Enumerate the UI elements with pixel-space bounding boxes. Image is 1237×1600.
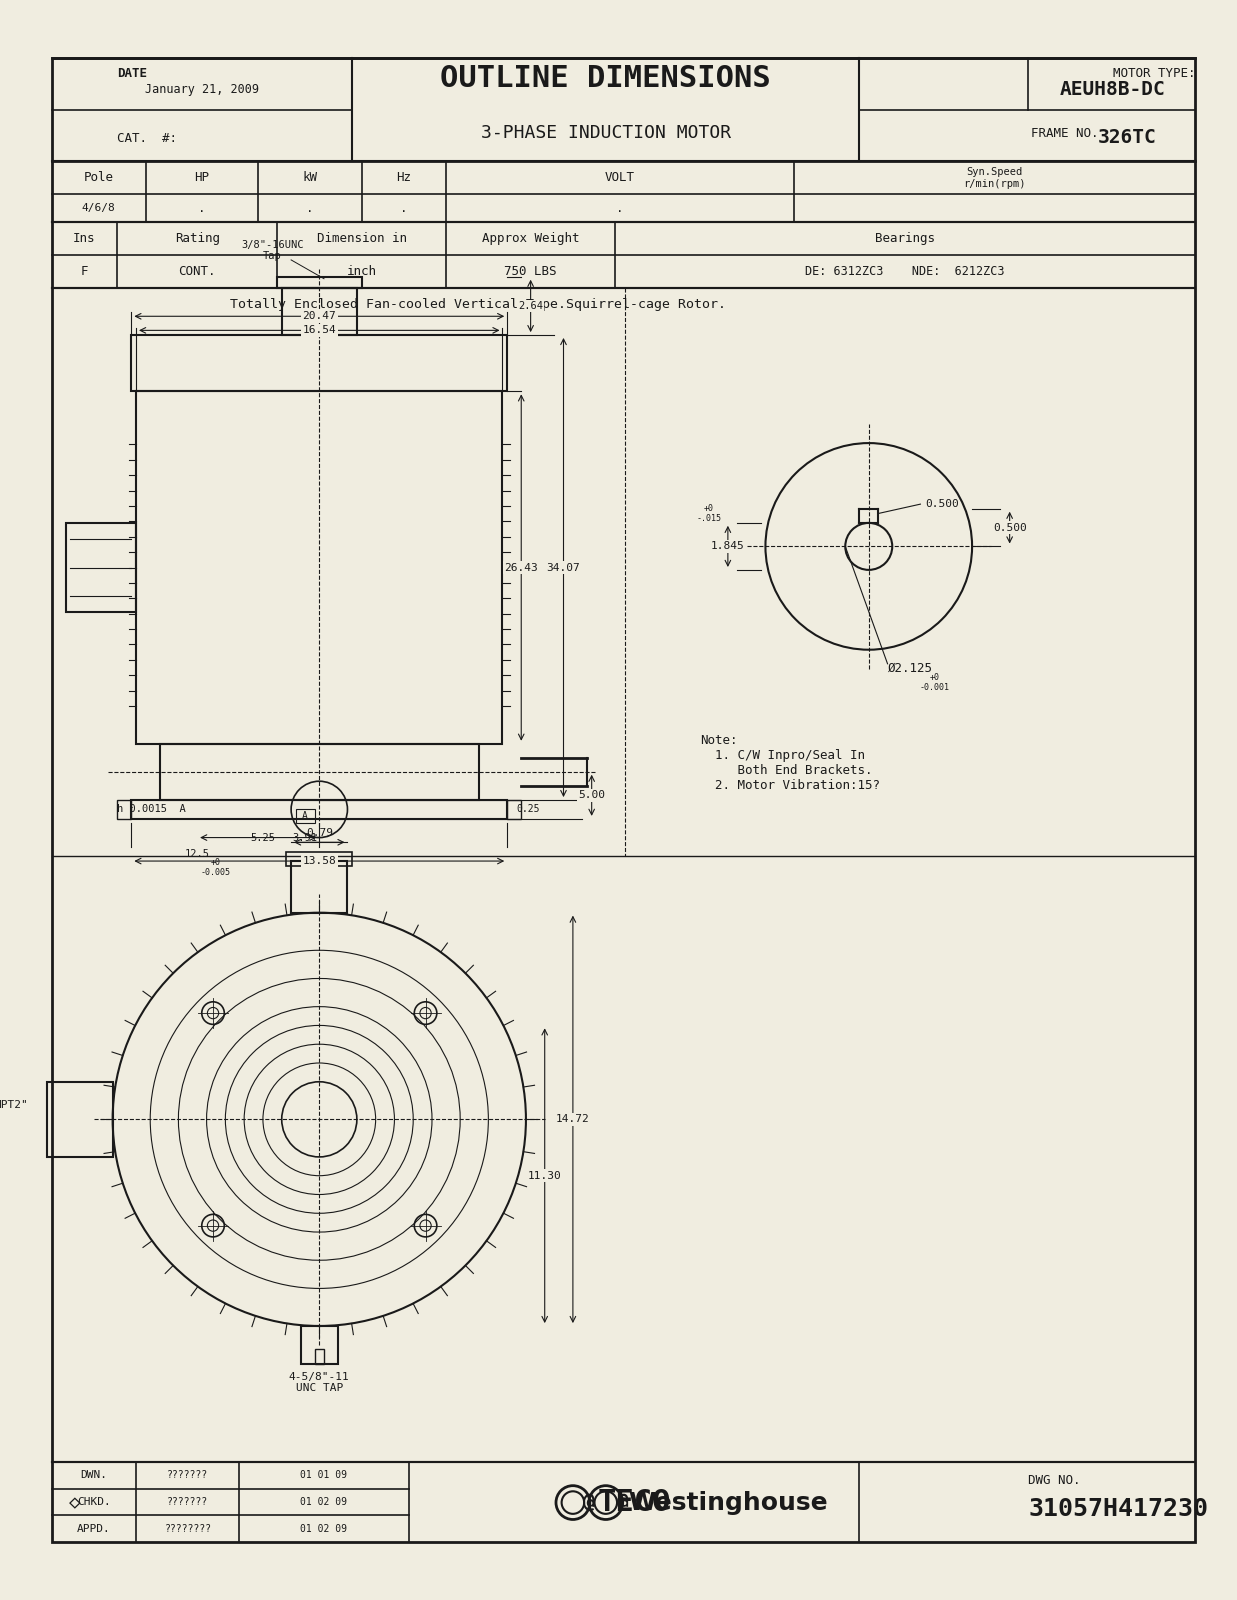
- Bar: [287, 851, 353, 866]
- Text: January 21, 2009: January 21, 2009: [145, 83, 259, 96]
- Bar: [296, 810, 314, 824]
- Text: TECO: TECO: [597, 1488, 670, 1517]
- Text: .: .: [616, 202, 623, 214]
- Text: OUTLINE DIMENSIONS: OUTLINE DIMENSIONS: [440, 64, 771, 93]
- Bar: [301, 1326, 338, 1363]
- Text: kW: kW: [302, 171, 318, 184]
- Text: Pole: Pole: [84, 171, 114, 184]
- Text: .: .: [400, 202, 407, 214]
- Text: ???????: ???????: [167, 1498, 208, 1507]
- Text: 326TC: 326TC: [1097, 128, 1157, 147]
- Text: Syn.Speed
r/min(rpm): Syn.Speed r/min(rpm): [962, 166, 1025, 189]
- Text: Westinghouse: Westinghouse: [628, 1491, 828, 1515]
- Text: Ins: Ins: [73, 232, 95, 245]
- Text: DWN.: DWN.: [80, 1470, 108, 1480]
- Text: DE: 6312ZC3    NDE:  6212ZC3: DE: 6312ZC3 NDE: 6212ZC3: [805, 266, 1004, 278]
- Text: MOTOR TYPE:: MOTOR TYPE:: [1113, 67, 1195, 80]
- Text: Ø2.125: Ø2.125: [888, 662, 933, 675]
- Bar: [66, 523, 136, 613]
- Text: 2.64: 2.64: [518, 301, 543, 310]
- Text: 0.500: 0.500: [925, 499, 959, 509]
- Text: CONT.: CONT.: [178, 266, 216, 278]
- Text: 01 02 09: 01 02 09: [301, 1523, 348, 1534]
- Text: 13.58: 13.58: [302, 856, 336, 866]
- Bar: [291, 861, 348, 912]
- Text: 31057H417230: 31057H417230: [1028, 1498, 1209, 1522]
- Text: +0
-0.001: +0 -0.001: [919, 674, 950, 693]
- Text: 3/8"-16UNC
Tap: 3/8"-16UNC Tap: [241, 240, 303, 261]
- Text: Note:
  1. C/W Inpro/Seal In
     Both End Brackets.
  2. Motor Vibration:15?: Note: 1. C/W Inpro/Seal In Both End Brac…: [700, 734, 880, 792]
- Text: h 0.0015  A: h 0.0015 A: [118, 805, 186, 814]
- Text: 14.72: 14.72: [555, 1114, 590, 1125]
- Text: 12.5: 12.5: [184, 850, 210, 859]
- Text: F: F: [80, 266, 88, 278]
- Bar: [314, 1349, 324, 1363]
- Text: ????????: ????????: [165, 1523, 212, 1534]
- Text: NPT2": NPT2": [0, 1101, 28, 1110]
- Text: 1.845: 1.845: [711, 541, 745, 552]
- Text: 34.07: 34.07: [547, 563, 580, 573]
- Text: DWG NO.: DWG NO.: [1028, 1475, 1081, 1488]
- Text: 0.500: 0.500: [993, 523, 1027, 533]
- Text: Approx Weight: Approx Weight: [482, 232, 579, 245]
- Text: ◇: ◇: [69, 1493, 80, 1512]
- Bar: [277, 277, 361, 288]
- Text: @: @: [583, 1493, 595, 1512]
- Text: VOLT: VOLT: [605, 171, 635, 184]
- Bar: [160, 744, 479, 800]
- Text: 5.25: 5.25: [250, 832, 276, 843]
- Text: 01 02 09: 01 02 09: [301, 1498, 348, 1507]
- Text: inch: inch: [346, 266, 376, 278]
- Text: 5.00: 5.00: [578, 790, 605, 800]
- Text: 01 01 09: 01 01 09: [301, 1470, 348, 1480]
- Text: Totally Enclosed Fan-cooled Vertical Type.Squirrel-cage Rotor.: Totally Enclosed Fan-cooled Vertical Typ…: [230, 298, 726, 310]
- Bar: [131, 800, 507, 819]
- Text: 0.79: 0.79: [306, 827, 333, 838]
- Text: 750 LBS: 750 LBS: [505, 266, 557, 278]
- Text: 3.91: 3.91: [293, 832, 318, 843]
- Text: .: .: [198, 202, 205, 214]
- Text: Rating: Rating: [174, 232, 220, 245]
- Text: 26.43: 26.43: [505, 563, 538, 573]
- Text: 3-PHASE INDUCTION MOTOR: 3-PHASE INDUCTION MOTOR: [481, 125, 731, 142]
- Bar: [131, 334, 507, 392]
- Bar: [47, 1082, 113, 1157]
- Text: CHKD.: CHKD.: [77, 1498, 111, 1507]
- Text: DATE: DATE: [118, 67, 147, 80]
- Text: ???????: ???????: [167, 1470, 208, 1480]
- Text: 20.47: 20.47: [302, 312, 336, 322]
- Text: 16.54: 16.54: [302, 325, 336, 336]
- Text: .: .: [306, 202, 314, 214]
- Text: A: A: [302, 811, 308, 821]
- Text: +0
-.015: +0 -.015: [696, 504, 721, 523]
- Bar: [282, 288, 356, 334]
- Text: Dimension in: Dimension in: [317, 232, 407, 245]
- Text: Hz: Hz: [396, 171, 412, 184]
- Text: 11.30: 11.30: [528, 1171, 562, 1181]
- Text: +0
-0.005: +0 -0.005: [200, 858, 231, 877]
- Text: @: @: [617, 1493, 628, 1512]
- Text: APPD.: APPD.: [77, 1523, 111, 1534]
- Text: FRAME NO.: FRAME NO.: [1032, 126, 1098, 139]
- Bar: [118, 800, 131, 819]
- Text: 4-5/8"-11
UNC TAP: 4-5/8"-11 UNC TAP: [289, 1371, 350, 1394]
- Text: HP: HP: [194, 171, 209, 184]
- Text: CAT.  #:: CAT. #:: [118, 133, 177, 146]
- Text: 0.25: 0.25: [517, 805, 541, 814]
- Text: AEUH8B-DC: AEUH8B-DC: [1060, 80, 1165, 99]
- Text: 4/6/8: 4/6/8: [82, 203, 115, 213]
- Bar: [136, 392, 502, 744]
- Text: Bearings: Bearings: [875, 232, 935, 245]
- Bar: [507, 800, 521, 819]
